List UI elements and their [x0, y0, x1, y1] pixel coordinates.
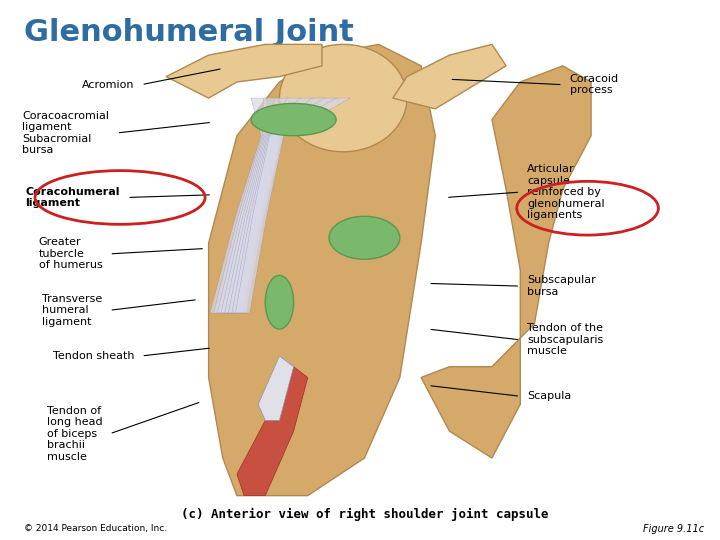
- Text: Coracoid
process: Coracoid process: [570, 74, 619, 96]
- Polygon shape: [421, 66, 591, 458]
- Text: Coracohumeral
ligament: Coracohumeral ligament: [26, 187, 120, 208]
- Ellipse shape: [279, 44, 407, 152]
- Polygon shape: [258, 356, 294, 421]
- Text: Tendon of
long head
of biceps
brachii
muscle: Tendon of long head of biceps brachii mu…: [47, 406, 102, 462]
- Text: Tendon sheath: Tendon sheath: [53, 351, 134, 361]
- Text: Glenohumeral Joint: Glenohumeral Joint: [24, 17, 354, 46]
- Polygon shape: [232, 98, 338, 313]
- Polygon shape: [209, 44, 436, 496]
- Polygon shape: [210, 98, 275, 313]
- Text: Subscapular
bursa: Subscapular bursa: [527, 275, 596, 297]
- Text: © 2014 Pearson Education, Inc.: © 2014 Pearson Education, Inc.: [24, 524, 168, 534]
- Ellipse shape: [251, 104, 336, 136]
- Polygon shape: [237, 367, 307, 496]
- Polygon shape: [217, 98, 289, 313]
- Text: Tendon of the
subscapularis
muscle: Tendon of the subscapularis muscle: [527, 323, 603, 356]
- Text: Greater
tubercle
of humerus: Greater tubercle of humerus: [39, 237, 102, 271]
- Text: (c) Anterior view of right shoulder joint capsule: (c) Anterior view of right shoulder join…: [181, 508, 548, 521]
- Polygon shape: [166, 44, 322, 98]
- Text: Transverse
humeral
ligament: Transverse humeral ligament: [42, 294, 102, 327]
- Text: Coracoacromial
ligament
Subacromial
bursa: Coracoacromial ligament Subacromial burs…: [22, 111, 109, 156]
- Polygon shape: [221, 98, 302, 313]
- Text: Articular
capsule
reinforced by
glenohumeral
ligaments: Articular capsule reinforced by glenohum…: [527, 164, 605, 220]
- Polygon shape: [228, 98, 326, 313]
- Polygon shape: [235, 98, 350, 313]
- Ellipse shape: [329, 217, 400, 259]
- Polygon shape: [214, 98, 277, 313]
- Polygon shape: [393, 44, 506, 109]
- Polygon shape: [225, 98, 314, 313]
- Text: Figure 9.11c: Figure 9.11c: [643, 524, 704, 534]
- Ellipse shape: [265, 275, 294, 329]
- Text: Scapula: Scapula: [527, 392, 572, 401]
- Text: Acromion: Acromion: [82, 80, 134, 90]
